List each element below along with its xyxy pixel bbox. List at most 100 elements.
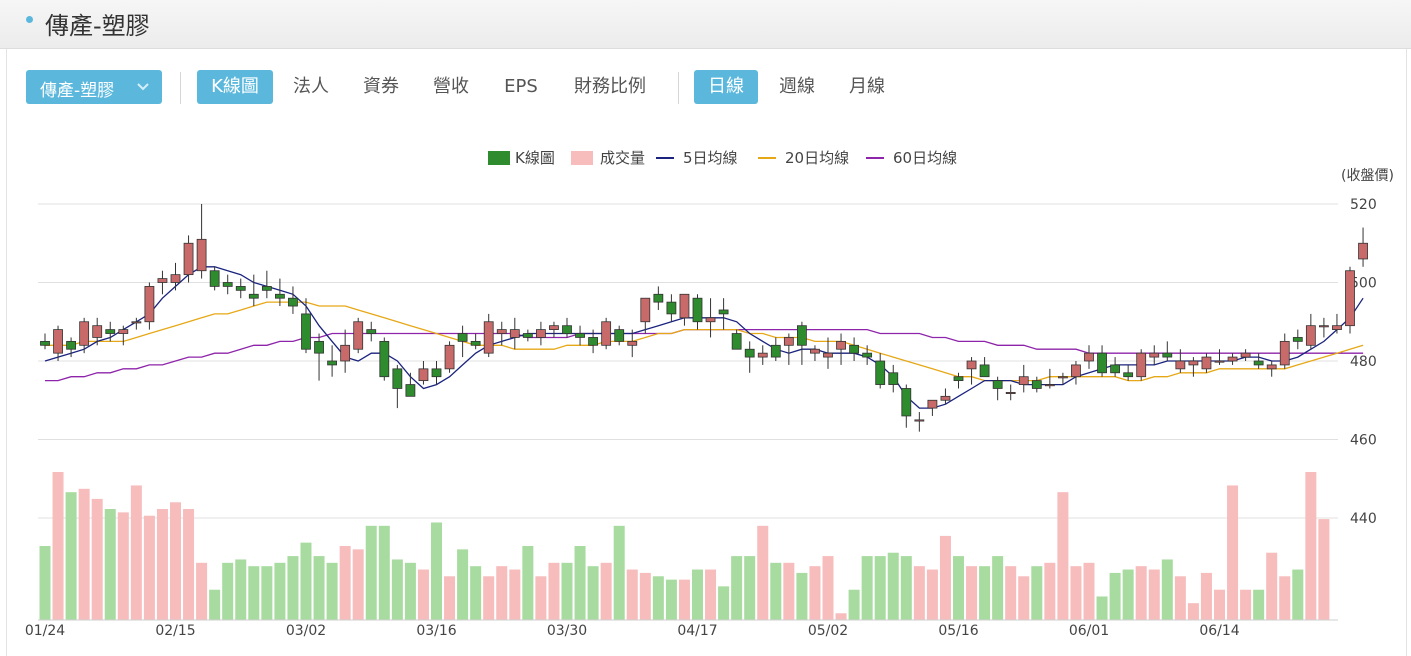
candle-body	[1253, 360, 1264, 366]
volume-bar	[587, 566, 599, 620]
volume-bar	[600, 562, 612, 620]
volume-bar	[300, 542, 312, 620]
toolbar-separator	[678, 72, 679, 104]
candle-body	[927, 399, 938, 409]
candle-body	[261, 286, 272, 291]
volume-bar	[378, 525, 390, 620]
candle-body	[1201, 356, 1212, 370]
volume-bar	[770, 562, 782, 620]
candle-body	[1149, 352, 1160, 358]
tab-monthly[interactable]: 月線	[849, 76, 885, 97]
candle-body	[705, 317, 716, 323]
volume-bar	[900, 556, 912, 620]
legend-label: 60日均線	[893, 149, 958, 167]
volume-bar	[1227, 485, 1239, 620]
volume-bar	[1174, 576, 1186, 620]
volume-bar	[626, 569, 638, 620]
volume-bar	[1318, 519, 1330, 620]
candle-body	[757, 352, 768, 358]
candle-body	[196, 238, 207, 272]
legend-item-volume[interactable]: 成交量	[571, 147, 645, 169]
volume-bar	[1187, 603, 1199, 620]
bullet-icon	[26, 16, 33, 23]
candle-body	[849, 344, 859, 354]
volume-bar	[731, 556, 743, 620]
candle-body	[209, 270, 220, 287]
candle-body	[314, 340, 324, 354]
legend-item-kline[interactable]: K線圖	[488, 147, 555, 169]
volume-bar	[574, 546, 586, 620]
volume-bar	[665, 579, 677, 620]
candle-body	[222, 282, 233, 287]
candle-body	[1110, 364, 1120, 374]
candle-body	[53, 329, 63, 354]
volume-bar	[1005, 566, 1017, 620]
candle-body	[888, 372, 899, 385]
volume-bar	[992, 556, 1004, 620]
volume-bar	[705, 569, 717, 620]
tab-financial-ratio[interactable]: 財務比例	[574, 76, 646, 97]
legend-item-ma5[interactable]: 5日均線	[656, 147, 738, 169]
tab-weekly[interactable]: 週線	[779, 76, 815, 97]
candle-body	[731, 333, 742, 350]
volume-bar	[887, 552, 899, 620]
candle-body	[1332, 325, 1342, 331]
tab-revenue[interactable]: 營收	[433, 76, 469, 97]
candle-body	[744, 348, 755, 358]
candle-body	[1292, 337, 1303, 342]
candle-body	[1058, 376, 1068, 379]
volume-bar	[1044, 562, 1056, 620]
candle-body	[627, 340, 638, 346]
volume-bar	[1109, 572, 1121, 620]
volume-bar	[1083, 562, 1095, 620]
tab-daily[interactable]: 日線	[694, 70, 758, 104]
volume-bar	[444, 576, 456, 620]
candle-body	[966, 360, 977, 370]
volume-bar	[535, 576, 547, 620]
volume-bar	[1057, 492, 1069, 620]
candle-body	[953, 376, 964, 382]
tab-eps[interactable]: EPS	[504, 76, 538, 97]
volume-bar	[796, 572, 808, 620]
volume-bar	[966, 566, 978, 620]
volume-bar	[52, 472, 64, 620]
candle-body	[131, 321, 142, 324]
legend-item-ma20[interactable]: 20日均線	[758, 147, 849, 169]
candle-body	[601, 321, 612, 346]
candle-body	[509, 329, 520, 338]
legend-line	[866, 157, 884, 159]
page-title: 傳產-塑膠	[45, 12, 150, 40]
legend-item-ma60[interactable]: 60日均線	[866, 147, 957, 169]
volume-bar	[652, 576, 664, 620]
candle-body	[797, 325, 807, 346]
candle-body	[1071, 364, 1081, 378]
candle-body	[1084, 352, 1094, 362]
volume-bar	[1070, 566, 1082, 620]
volume-bar	[143, 515, 155, 620]
volume-bar	[404, 562, 416, 620]
candle-body	[66, 340, 76, 350]
candle-body	[666, 301, 677, 315]
candle-body	[875, 360, 886, 385]
legend-label: 5日均線	[683, 149, 738, 167]
legend-swatch	[488, 151, 510, 165]
candle-body	[940, 395, 951, 401]
category-dropdown-label: 傳產-塑膠	[40, 81, 115, 101]
volume-bar	[222, 562, 234, 620]
candle-body	[1279, 340, 1290, 366]
x-tick-label: 04/17	[677, 623, 717, 639]
candle-body	[692, 297, 703, 323]
tab-institutional[interactable]: 法人	[293, 76, 329, 97]
candle-body	[1175, 360, 1186, 370]
candle-body	[810, 348, 820, 354]
tab-margin[interactable]: 資券	[363, 76, 399, 97]
volume-bar	[431, 522, 442, 620]
volume-bar	[1266, 552, 1278, 620]
tab-kline[interactable]: K線圖	[197, 70, 273, 104]
candle-body	[562, 325, 572, 334]
volume-bar	[287, 556, 299, 620]
category-dropdown[interactable]: 傳產-塑膠	[26, 70, 162, 104]
candle-body	[353, 321, 364, 350]
candle-body	[1305, 325, 1316, 346]
volume-bar	[926, 569, 938, 620]
